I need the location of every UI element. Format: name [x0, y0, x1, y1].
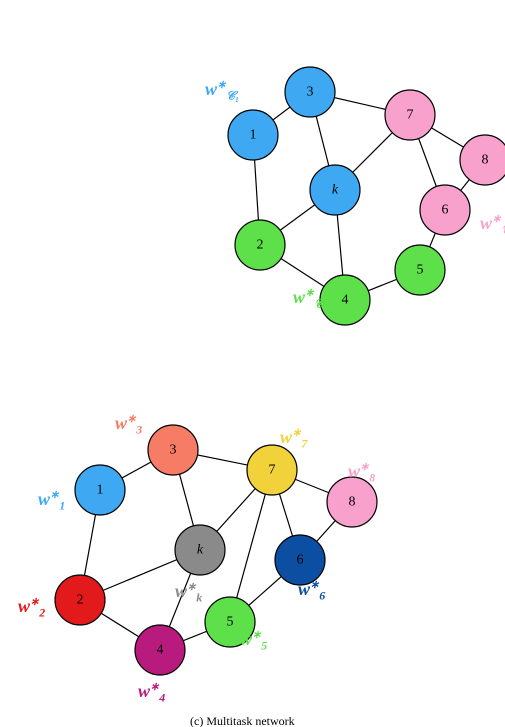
- weight-label-8: w∗8: [348, 460, 375, 486]
- node-label-2: 2: [77, 593, 84, 608]
- node-label-1: 1: [250, 128, 257, 143]
- node-label-7: 7: [269, 463, 276, 478]
- node-label-8: 8: [482, 153, 489, 168]
- weight-label-6: w∗6: [298, 578, 325, 604]
- node-label-2: 2: [257, 238, 264, 253]
- node-label-k: k: [332, 183, 339, 198]
- cluster-label-c1: w∗𝒞₁: [205, 78, 239, 104]
- node-label-3: 3: [307, 85, 314, 100]
- cluster-label-c3: w∗𝒞: [293, 286, 323, 312]
- weight-label-k: w∗k: [175, 580, 202, 606]
- cluster-label-c2: w∗𝒞: [480, 212, 505, 238]
- weight-label-7: w∗7: [280, 426, 307, 452]
- top-graph-svg: 1 3 k 7 8 6 2 4 5: [0, 60, 505, 350]
- node-label-6: 6: [442, 203, 449, 218]
- weight-label-3: w∗3: [115, 412, 142, 438]
- weight-label-4: w∗4: [138, 680, 165, 706]
- node-label-8: 8: [349, 495, 356, 510]
- bottom-graph-svg: 1 3 7 8 k 6 2 5 4: [0, 400, 505, 720]
- node-label-1: 1: [97, 483, 104, 498]
- caption: (c) Multitask network: [190, 714, 295, 727]
- top-graph-panel: 1 3 k 7 8 6 2 4 5 w∗𝒞₁ w∗𝒞 w∗𝒞: [0, 60, 505, 350]
- node-label-5: 5: [417, 263, 424, 278]
- weight-label-5: w∗5: [240, 628, 267, 654]
- node-label-7: 7: [407, 108, 414, 123]
- node-label-5: 5: [227, 615, 234, 630]
- bottom-graph-panel: 1 3 7 8 k 6 2 5 4 w∗1 w∗3 w∗7 w∗8 w∗k w∗6 w∗2 w∗5 w∗4: [0, 400, 505, 720]
- weight-label-1: w∗1: [38, 488, 65, 514]
- node-label-4: 4: [342, 293, 349, 308]
- node-label-k: k: [197, 543, 204, 558]
- node-label-6: 6: [297, 553, 304, 568]
- node-label-4: 4: [157, 643, 164, 658]
- node-label-3: 3: [170, 443, 177, 458]
- weight-label-2: w∗2: [18, 595, 45, 621]
